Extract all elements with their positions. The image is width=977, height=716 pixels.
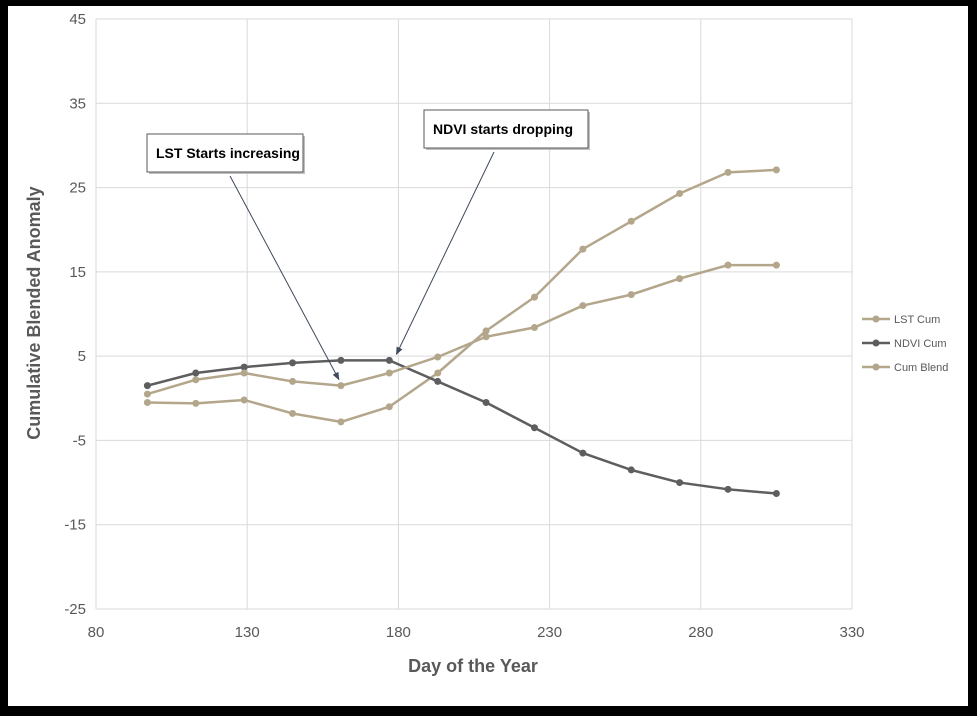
data-point [772,166,780,174]
y-tick-label: -15 [64,517,86,534]
data-point [289,377,297,385]
data-point [482,399,490,406]
series-line [147,359,777,495]
series-layer [143,166,780,498]
data-point [337,418,345,426]
data-point [579,449,587,457]
series-line [147,168,777,424]
data-point [143,390,151,398]
legend-swatch-marker [872,339,880,347]
annotation-box [423,109,589,149]
data-point [385,403,393,411]
data-point [289,409,297,417]
data-point [627,466,635,474]
data-point [143,399,151,406]
annotation-label: NDVI starts dropping [433,121,573,137]
annotation-arrow [229,175,340,381]
x-tick-label: 180 [386,624,411,641]
gridlines [95,18,853,610]
data-point [724,485,732,493]
data-point [724,168,732,176]
data-point [143,382,151,390]
annotation-box [146,133,304,173]
data-point [772,490,780,498]
x-axis-title: Day of the Year [408,656,538,676]
data-point [192,376,200,384]
legend-item: Cum Blend [862,362,948,374]
data-point [772,261,780,269]
y-tick-label: 25 [69,180,86,197]
data-point [192,399,200,407]
y-tick-label: 15 [69,264,86,281]
y-tick-label: -5 [73,432,86,449]
y-axis-ticks: -25 -15 -5 5 15 25 35 45 [64,11,86,618]
x-axis-ticks: 80 130 180 230 280 330 [88,624,865,641]
series-ndvi-cum [143,356,780,498]
data-point [482,327,490,335]
x-tick-label: 130 [235,624,260,641]
data-point [530,323,538,331]
data-point [385,369,393,377]
legend-item: NDVI Cum [862,338,947,350]
x-tick-label: 330 [839,624,864,641]
legend-item: LST Cum [862,314,940,326]
annotation-callout: NDVI starts dropping [395,109,590,356]
data-point [627,217,635,225]
legend-swatch-marker [872,315,880,323]
annotation-layer: LST Starts increasing NDVI starts droppin… [146,109,590,381]
data-point [482,333,490,341]
y-tick-label: -25 [64,601,86,618]
data-point [579,245,587,253]
legend-swatch-marker [872,363,880,371]
data-point [434,353,442,361]
legend-label: Cum Blend [894,362,948,374]
data-point [530,293,538,301]
data-point [240,396,248,404]
data-point [724,261,732,269]
data-point [676,275,684,283]
data-point [627,291,635,299]
legend-label: NDVI Cum [894,338,947,350]
y-tick-label: 45 [69,11,86,28]
data-point [579,302,587,310]
data-point [289,359,297,367]
annotation-arrow [395,151,495,356]
annotation-label: LST Starts increasing [156,145,300,161]
legend: LST Cum NDVI Cum Cum Blend [862,314,948,374]
data-point [192,369,200,377]
data-point [240,369,248,377]
series-cum-blend [143,261,780,398]
data-point [530,424,538,432]
data-point [434,369,442,377]
legend-label: LST Cum [894,314,940,326]
x-tick-label: 230 [537,624,562,641]
data-point [676,479,684,487]
data-point [434,377,442,385]
data-point [385,356,393,364]
series-lst-cum [143,166,780,426]
data-point [337,356,345,364]
y-tick-label: 35 [69,95,86,112]
annotation-callout: LST Starts increasing [146,133,340,381]
y-tick-label: 5 [78,348,86,365]
data-point [337,382,345,390]
series-line [147,263,777,396]
data-point [676,189,684,197]
x-tick-label: 80 [88,624,105,641]
x-tick-label: 280 [688,624,713,641]
y-axis-title: Cumulative Blended Anomaly [24,186,44,439]
data-point [240,363,248,371]
